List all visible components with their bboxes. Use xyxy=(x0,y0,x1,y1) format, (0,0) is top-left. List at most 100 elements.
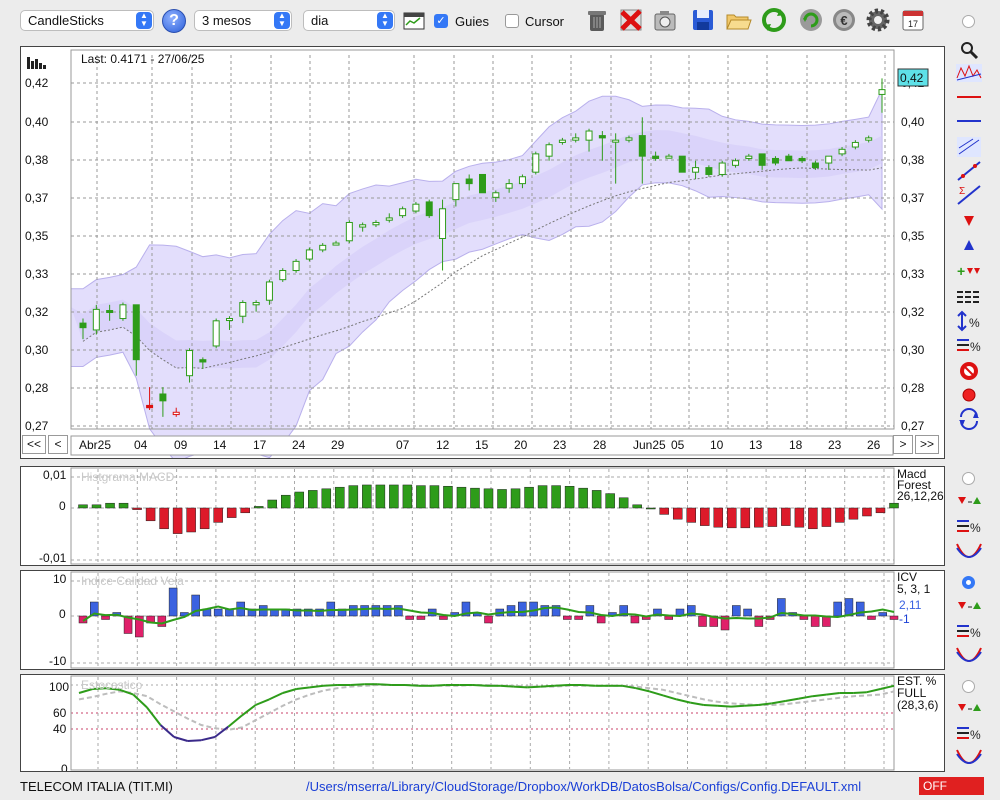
panel-select-radio-top[interactable] xyxy=(962,15,975,28)
horizontal-line-blue-icon[interactable] xyxy=(955,110,983,132)
icv-bar xyxy=(461,601,471,617)
stochastic-chart[interactable]: 100 60 40 0 Estocastico EST. %FULL(28,3,6) xyxy=(21,674,944,776)
macd-bar xyxy=(605,493,615,509)
percent-scale-icon[interactable]: % xyxy=(955,310,983,332)
calendar-icon[interactable]: 17 xyxy=(899,6,927,34)
settings-icon[interactable] xyxy=(864,6,892,34)
stoch-main-segment xyxy=(432,684,446,687)
percent-lines-icon[interactable]: % xyxy=(955,334,983,356)
candle-body xyxy=(292,260,300,272)
macd-bar xyxy=(618,497,629,509)
stoch-main-segment xyxy=(296,686,311,690)
nav-last-button[interactable]: >> xyxy=(915,435,939,454)
icv-title: Indice Calidad Vela xyxy=(81,574,184,588)
y-axis-label-right: 0,27 xyxy=(901,419,925,433)
y-axis-label-right: 0,33 xyxy=(901,267,925,281)
off-button[interactable]: OFF xyxy=(919,777,984,795)
candle-body xyxy=(372,221,380,226)
arrows-updown-icon[interactable] xyxy=(955,491,983,513)
candle-body xyxy=(598,135,606,139)
update-icon[interactable] xyxy=(797,6,825,34)
sell-arrow-icon[interactable] xyxy=(955,210,983,232)
guides-checkbox[interactable]: ✓ xyxy=(434,14,448,28)
icv-bar xyxy=(123,615,133,634)
currency-icon[interactable]: € xyxy=(830,6,858,34)
period-select[interactable]: 3 mesos ▲ ▼ xyxy=(194,10,292,31)
cursor-checkbox[interactable] xyxy=(505,14,519,28)
horizontal-line-icon[interactable] xyxy=(955,86,983,108)
lines-percent-icon[interactable]: % xyxy=(955,515,983,537)
x-axis-label: 10 xyxy=(710,438,724,452)
delete-icon[interactable] xyxy=(617,6,645,34)
candle-body xyxy=(558,139,566,143)
macd-bar xyxy=(781,507,791,526)
icv-bar xyxy=(867,615,876,620)
panel-select-radio[interactable] xyxy=(962,680,975,693)
macd-bar xyxy=(402,484,413,509)
lines-percent-icon[interactable]: % xyxy=(955,620,983,642)
config-path-link[interactable]: /Users/mserra/Library/CloudStorage/Dropb… xyxy=(306,779,862,794)
curve-indicator-icon[interactable] xyxy=(955,644,983,666)
interval-select[interactable]: dia ▲ ▼ xyxy=(303,10,395,31)
candle-body xyxy=(412,203,420,212)
sum-line-icon[interactable]: Σ xyxy=(955,184,983,206)
candle-body xyxy=(825,155,833,164)
macd-bar xyxy=(132,507,142,510)
arrows-updown-icon[interactable] xyxy=(955,698,983,720)
swap-icon[interactable] xyxy=(955,408,983,430)
candle-body xyxy=(638,135,646,157)
chart-type-select[interactable]: CandleSticks ▲ ▼ xyxy=(20,10,154,31)
icv-bar xyxy=(191,594,200,617)
help-icon[interactable]: ? xyxy=(162,9,186,33)
nav-prev-button[interactable]: < xyxy=(48,435,68,454)
interval-value: dia xyxy=(311,13,329,28)
y-axis-label-right: 0,28 xyxy=(901,381,925,395)
indicator-bands-icon[interactable] xyxy=(955,62,983,84)
macd-bar xyxy=(578,487,588,509)
open-folder-icon[interactable] xyxy=(724,6,752,34)
camera-icon[interactable] xyxy=(651,6,679,34)
macd-bar xyxy=(91,504,102,509)
lines-percent-icon[interactable]: % xyxy=(955,722,983,744)
save-icon[interactable] xyxy=(689,6,717,34)
curve-indicator-icon[interactable] xyxy=(955,540,983,562)
nav-first-button[interactable]: << xyxy=(22,435,46,454)
stoch-main-segment xyxy=(472,684,487,687)
panel-select-radio[interactable] xyxy=(962,472,975,485)
record-icon[interactable] xyxy=(955,384,983,406)
stoch-y-label: 0 xyxy=(61,762,68,771)
period-value: 3 mesos xyxy=(202,13,252,28)
stoch-main-segment xyxy=(173,736,188,742)
trend-line-icon[interactable] xyxy=(955,160,983,182)
macd-bar xyxy=(875,507,886,514)
price-chart[interactable]: 0,42 0,42 0,40 0,40 0,38 0,38 0,37 0,37 0,35 0,35… xyxy=(21,47,944,463)
buy-arrow-icon[interactable] xyxy=(955,234,983,256)
icv-bar xyxy=(349,605,358,617)
candle-body xyxy=(811,162,819,169)
channel-icon[interactable] xyxy=(955,136,983,158)
zoom-icon[interactable] xyxy=(955,38,983,60)
trash-icon[interactable] xyxy=(583,6,611,34)
arrows-updown-icon[interactable] xyxy=(955,596,983,618)
grid-lines-icon[interactable] xyxy=(955,286,983,308)
candle-body xyxy=(479,173,486,194)
macd-bar xyxy=(497,489,507,509)
macd-chart[interactable]: 0,01 0 -0,01 Histgrama MACD MacdForest26,12,… xyxy=(21,467,944,565)
macd-bar xyxy=(267,499,277,509)
stop-icon[interactable] xyxy=(955,360,983,382)
candle-body xyxy=(146,404,154,409)
panel-select-radio[interactable] xyxy=(962,576,975,589)
curve-indicator-icon[interactable] xyxy=(955,746,983,768)
nav-next-button[interactable]: > xyxy=(893,435,913,454)
stoch-main-segment xyxy=(146,706,162,726)
x-axis-label: 15 xyxy=(475,438,489,452)
stoch-main-segment xyxy=(201,736,216,742)
refresh-icon[interactable] xyxy=(760,6,788,34)
icv-bar xyxy=(585,605,595,617)
alerts-icon[interactable]: + xyxy=(955,260,983,282)
icv-bar xyxy=(304,608,313,617)
table-icon[interactable] xyxy=(403,11,425,31)
candle-body xyxy=(132,304,140,361)
x-axis-label: 26 xyxy=(867,438,881,452)
